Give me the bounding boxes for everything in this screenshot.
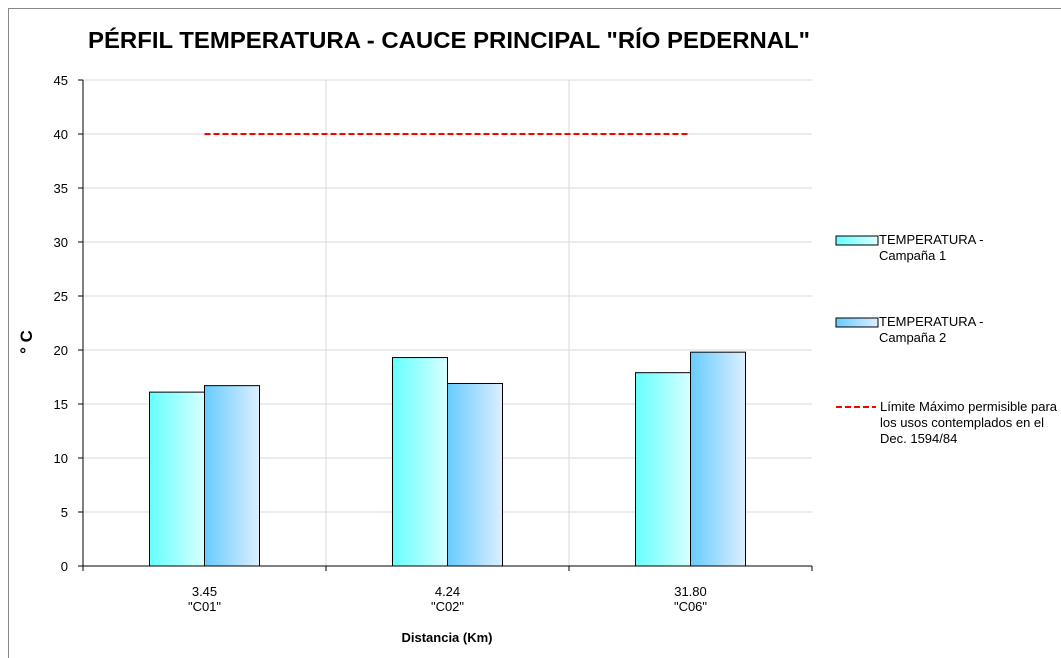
y-axis-title: ° C	[17, 330, 36, 354]
y-tick-label: 30	[54, 235, 68, 250]
y-tick-label: 15	[54, 397, 68, 412]
y-tick-label: 25	[54, 289, 68, 304]
y-tick-label: 45	[54, 73, 68, 88]
x-axis-title: Distancia (Km)	[401, 630, 492, 645]
legend-swatch	[835, 317, 879, 328]
bar	[635, 372, 691, 567]
bar	[447, 382, 503, 567]
legend-label: Límite Máximo permisible para los usos c…	[880, 399, 1058, 446]
bar	[392, 357, 448, 567]
chart-title: PÉRFIL TEMPERATURA - CAUCE PRINCIPAL "RÍ…	[88, 26, 810, 53]
x-tick-label: "C02"	[431, 599, 464, 614]
x-tick-label: "C06"	[674, 599, 707, 614]
bar	[149, 391, 205, 567]
x-tick-label: 3.45	[192, 584, 217, 599]
x-tick-label: 31.80	[674, 584, 707, 599]
x-tick-label: 4.24	[435, 584, 460, 599]
bar	[690, 351, 746, 567]
x-tick-label: "C01"	[188, 599, 221, 614]
y-tick-label: 40	[54, 127, 68, 142]
y-tick-label: 35	[54, 181, 68, 196]
bar	[204, 385, 260, 567]
y-tick-label: 5	[61, 505, 68, 520]
legend-label: TEMPERATURA - Campaña 1	[879, 232, 984, 263]
legend-swatch	[835, 235, 879, 246]
y-tick-label: 20	[54, 343, 68, 358]
y-tick-label: 0	[61, 559, 68, 574]
y-tick-label: 10	[54, 451, 68, 466]
legend-label: TEMPERATURA - Campaña 2	[879, 314, 984, 345]
frame	[8, 8, 1061, 658]
